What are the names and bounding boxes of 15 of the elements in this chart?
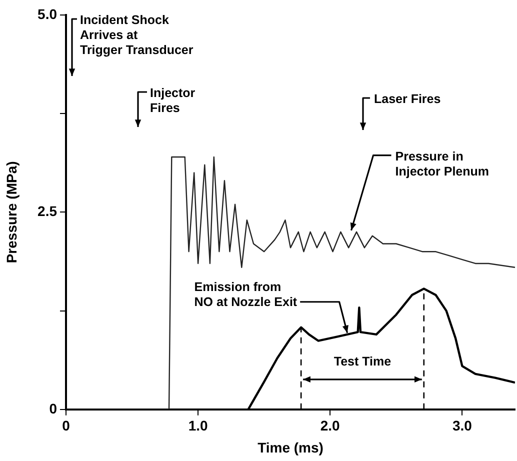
annotation: Injector Fires	[150, 86, 196, 115]
y-tick-label: 5.0	[38, 6, 58, 22]
x-tick-label: 0	[62, 418, 70, 434]
annotation: Incident Shock Arrives at Trigger Transducer	[80, 13, 194, 57]
y-axis-title: Pressure (MPa)	[3, 161, 20, 264]
annotation: Test Time	[334, 354, 392, 368]
x-tick-label: 1.0	[188, 418, 208, 434]
x-tick-label: 2.0	[320, 418, 340, 434]
y-tick-label: 2.5	[38, 203, 58, 220]
y-tick-label: 0	[49, 400, 58, 416]
annotation: Emission from NO at Nozzle Exit	[194, 280, 298, 309]
x-tick-label: 3.0	[452, 418, 472, 434]
annotation: Laser Fires	[374, 92, 441, 106]
x-axis-title: Time (ms)	[258, 439, 324, 456]
annotation: Pressure in Injector Plenum	[395, 149, 490, 178]
